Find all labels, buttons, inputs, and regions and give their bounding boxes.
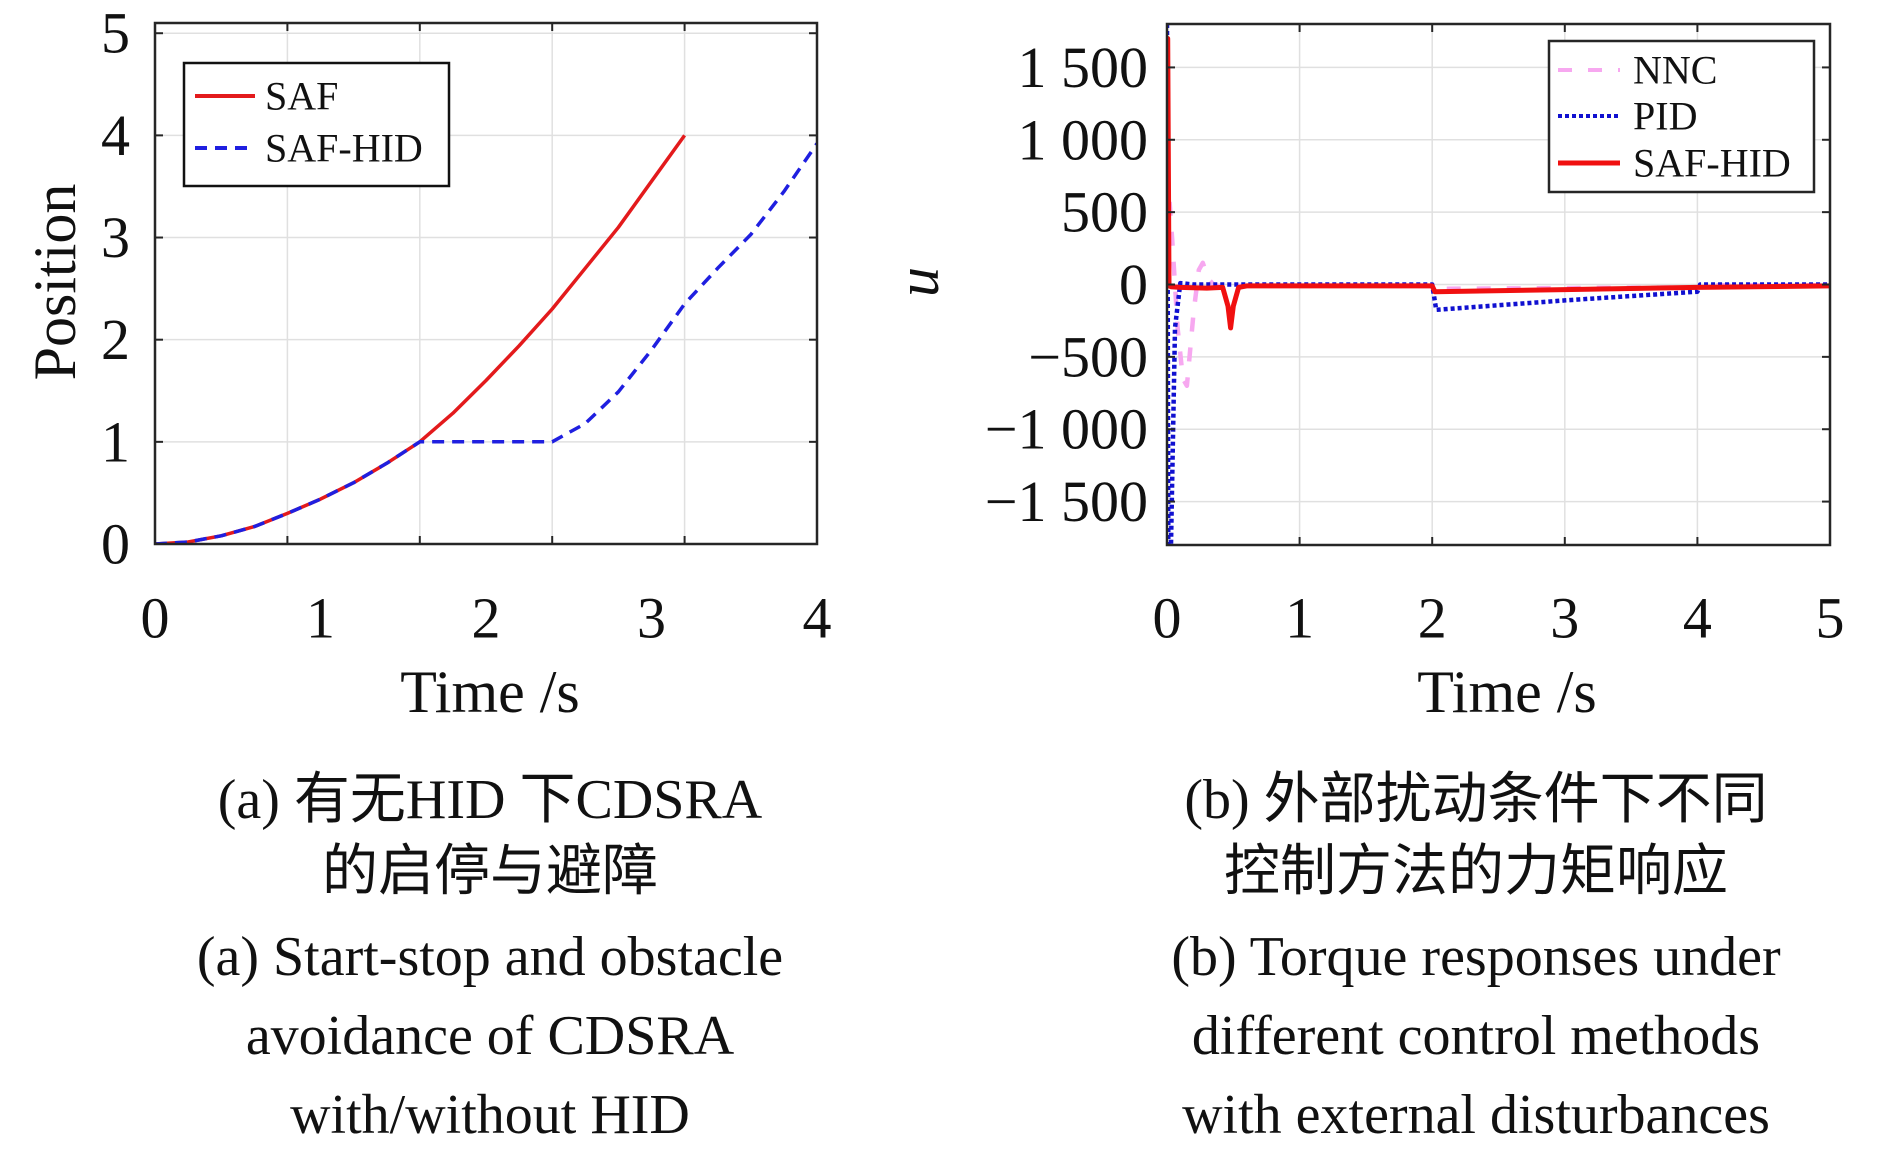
caption-b: (b) 外部扰动条件下不同 控制方法的力矩响应 (b) Torque respo…: [1171, 769, 1781, 1146]
caption-a: (a) 有无HID 下CDSRA 的启停与避障 (a) Start-stop a…: [197, 769, 783, 1146]
caption-b-en-line2: different control methods: [1192, 1005, 1760, 1067]
x-tick-label: 4: [803, 586, 832, 651]
y-tick-label: 2: [101, 307, 130, 372]
x-axis-label: Time /s: [1417, 659, 1597, 725]
x-tick-label: 2: [472, 586, 501, 651]
caption-a-en-line1: (a) Start-stop and obstacle: [197, 926, 783, 988]
x-tick-labels: 0 1 2 3 4: [141, 586, 832, 651]
legend-label-nnc: NNC: [1633, 48, 1717, 93]
caption-a-cn-line2: 的启停与避障: [322, 841, 658, 903]
y-tick-label: 0: [101, 512, 130, 577]
y-tick-label: 4: [101, 103, 130, 168]
series-line-nnc: [1167, 180, 1830, 389]
x-tick-label: 5: [1816, 586, 1845, 651]
caption-b-cn-line1: (b) 外部扰动条件下不同: [1184, 769, 1767, 831]
y-tick-label: 3: [101, 205, 130, 270]
x-tick-label: 1: [1285, 586, 1314, 651]
x-tick-labels: 0 1 2 3 4 5: [1153, 586, 1845, 651]
legend: NNC PID SAF-HID: [1547, 39, 1816, 194]
x-tick-label: 2: [1418, 586, 1447, 651]
x-tick-label: 3: [637, 586, 666, 651]
y-tick-labels: 0 1 2 3 4 5: [101, 1, 130, 577]
x-axis-label: Time /s: [400, 659, 580, 725]
series-line-saf-hid: [1167, 36, 1830, 331]
series-lines: [1167, 24, 1830, 545]
caption-b-cn-line2: 控制方法的力矩响应: [1224, 841, 1728, 903]
plot-frame: [153, 21, 819, 546]
caption-a-en-line3: with/without HID: [290, 1084, 690, 1146]
y-tick-label: −1 500: [985, 469, 1148, 534]
y-tick-label: 5: [101, 1, 130, 66]
series-line-pid: [1167, 24, 1830, 545]
x-tick-label: 4: [1683, 586, 1712, 651]
legend: SAF SAF-HID: [182, 61, 451, 188]
legend-box: [182, 61, 451, 188]
legend-label-saf-hid: SAF-HID: [265, 126, 423, 171]
x-tick-label: 3: [1550, 586, 1579, 651]
axis-ticks: [154, 23, 818, 545]
series-line-saf-hid: [155, 142, 817, 544]
y-tick-label: 1: [101, 409, 130, 474]
caption-a-en-line2: avoidance of CDSRA: [246, 1005, 735, 1067]
y-tick-label: 1 000: [1018, 107, 1149, 172]
caption-a-cn-line1: (a) 有无HID 下CDSRA: [218, 769, 763, 831]
caption-b-en-line3: with external disturbances: [1182, 1084, 1770, 1146]
y-tick-label: 1 500: [1018, 35, 1149, 100]
legend-label-pid: PID: [1633, 94, 1697, 139]
series-lines: [155, 134, 817, 544]
y-tick-label: 500: [1061, 180, 1148, 245]
x-tick-label: 1: [306, 586, 335, 651]
x-tick-label: 0: [1153, 586, 1182, 651]
caption-b-en-line1: (b) Torque responses under: [1171, 926, 1781, 988]
x-tick-label: 0: [141, 586, 170, 651]
axis-ticks: [1166, 24, 1831, 545]
legend-label-saf-hid: SAF-HID: [1633, 141, 1791, 186]
y-tick-label: 0: [1119, 252, 1148, 317]
y-tick-label: −1 000: [985, 397, 1148, 462]
y-tick-label: −500: [1028, 324, 1148, 389]
y-tick-labels: −1 500 −1 000 −500 0 500 1 000 1 500: [985, 35, 1148, 534]
y-axis-label: Position: [22, 184, 88, 381]
panel-b-torque-chart: −1 500 −1 000 −500 0 500 1 000 1 500 0 1 2 3 4 5 Ti…: [885, 22, 1845, 725]
y-axis-label: u: [885, 267, 951, 297]
legend-label-saf: SAF: [265, 74, 338, 119]
panel-a-position-chart: 0 1 2 3 4 5 0 1 2 3 4 Time /s Position SAF SAF-HI…: [22, 1, 832, 725]
